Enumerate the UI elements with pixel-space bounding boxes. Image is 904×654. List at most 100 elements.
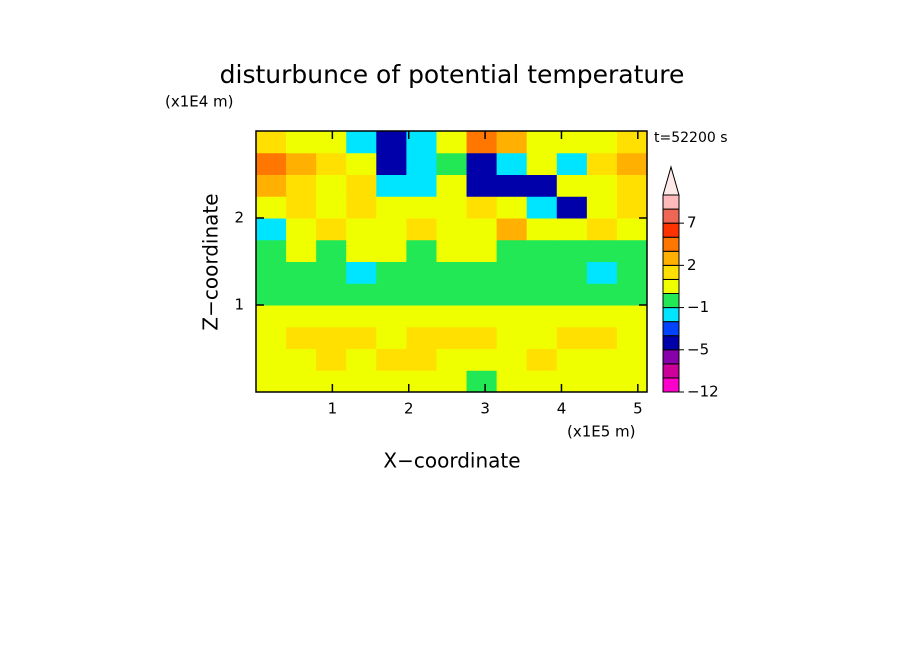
field-cell (286, 152, 317, 175)
field-cell (256, 196, 287, 219)
field-cell (526, 152, 558, 175)
field-cell (586, 152, 618, 175)
field-cell (616, 239, 648, 262)
colorbar-box (662, 208, 680, 224)
field-cell (526, 218, 558, 241)
field-cell (466, 174, 498, 197)
field-cell (526, 239, 558, 262)
field-cell (406, 239, 437, 262)
field-cell (496, 305, 528, 328)
colorbar-box (662, 321, 680, 337)
field-cell (526, 196, 558, 219)
y-axis-title: Z−coordinate (199, 193, 223, 330)
field-cell (376, 283, 407, 306)
field-cell (616, 196, 648, 219)
field-cell (526, 348, 558, 371)
field-cell (286, 326, 317, 349)
x-tick-label: 2 (404, 400, 414, 418)
field-cell (436, 370, 468, 393)
field-cell (586, 239, 618, 262)
field-cell (286, 131, 317, 154)
colorbar-tick-label: −5 (687, 340, 709, 358)
x-tick-label: 3 (480, 400, 490, 418)
field-cell (346, 152, 377, 175)
field-cell (586, 218, 618, 241)
x-unit: (x1E5 m) (567, 423, 636, 441)
field-cell (316, 348, 347, 371)
field-cell (556, 218, 588, 241)
field-cell (346, 196, 377, 219)
field-cell (346, 348, 377, 371)
field-cell (586, 196, 618, 219)
field-cell (496, 283, 528, 306)
field-cell (286, 196, 317, 219)
colorbar-box (662, 236, 680, 252)
field-cell (286, 305, 317, 328)
field-cell (406, 218, 437, 241)
field-cell (286, 283, 317, 306)
field-cell (616, 305, 648, 328)
field-cell (436, 326, 468, 349)
x-tick-label: 5 (633, 400, 643, 418)
field-cell (586, 305, 618, 328)
field-cell (436, 305, 468, 328)
field-cell (316, 261, 347, 284)
field-cell (256, 261, 287, 284)
field-cell (256, 348, 287, 371)
x-tick-label: 4 (557, 400, 567, 418)
field-cell (256, 174, 287, 197)
field-cell (526, 283, 558, 306)
field-cell (256, 131, 287, 154)
field-cell (616, 370, 648, 393)
field-cell (286, 239, 317, 262)
field-cell (556, 239, 588, 262)
field-cell (286, 370, 317, 393)
field-cell (436, 174, 468, 197)
field-cell (376, 348, 407, 371)
field-cell (406, 131, 437, 154)
field-cell (556, 348, 588, 371)
field-cell (256, 326, 287, 349)
field-cell (586, 370, 618, 393)
field-cell (616, 152, 648, 175)
field-cell (586, 283, 618, 306)
field-cell (376, 174, 407, 197)
field-cell (496, 218, 528, 241)
field-cell (496, 261, 528, 284)
field-cell (466, 370, 498, 393)
field-cell (616, 218, 648, 241)
field-cell (406, 305, 437, 328)
field-cell (556, 196, 588, 219)
field-cell (616, 131, 648, 154)
y-unit: (x1E4 m) (165, 93, 234, 111)
field-cell (496, 326, 528, 349)
x-axis-title: X−coordinate (383, 449, 520, 473)
field-cell (406, 261, 437, 284)
field-cell (556, 370, 588, 393)
field-cell (586, 348, 618, 371)
field-cell (436, 239, 468, 262)
field-cell (376, 196, 407, 219)
y-tick-label: 2 (234, 209, 244, 227)
x-tick-label: 1 (328, 400, 338, 418)
field-cell (256, 370, 287, 393)
y-tick-label: 1 (234, 296, 244, 314)
field-cell (556, 283, 588, 306)
field-cell (316, 131, 347, 154)
colorbar-box (662, 278, 680, 294)
field-cell (256, 152, 287, 175)
colorbar-box (662, 377, 680, 393)
field-cell (526, 261, 558, 284)
field-cell (496, 131, 528, 154)
field-cell (586, 131, 618, 154)
field-cell (286, 174, 317, 197)
field-cell (556, 326, 588, 349)
plot-frame (255, 130, 648, 393)
field-cell (376, 239, 407, 262)
field-cell (376, 370, 407, 393)
field-cell (376, 152, 407, 175)
field-cell (466, 261, 498, 284)
field-cell (316, 239, 347, 262)
colorbar-box (662, 222, 680, 238)
field-cell (586, 174, 618, 197)
